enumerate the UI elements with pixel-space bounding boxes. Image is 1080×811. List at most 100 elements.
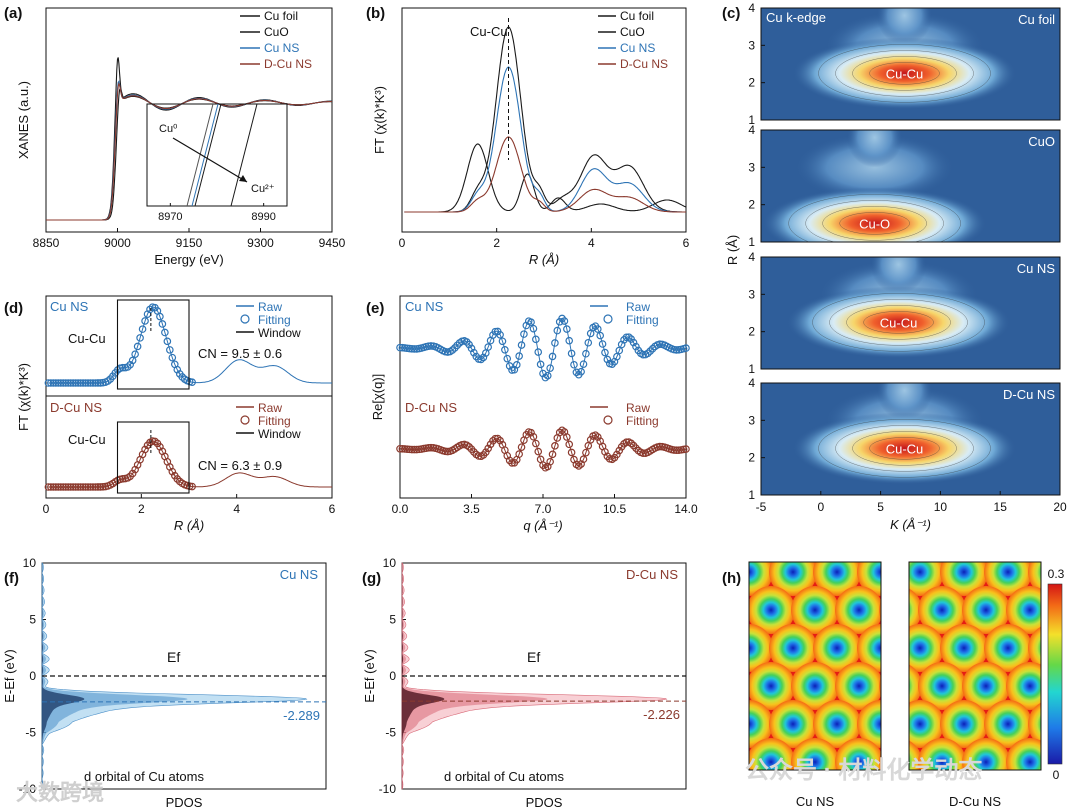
series-fitting-point [572,368,581,377]
series-fitting-point [484,444,492,453]
caption-f: d orbital of Cu atoms [84,769,204,784]
tick-label-c: 3 [748,287,755,301]
series-fitting-point [598,340,607,348]
series-fitting-point [49,379,58,387]
series-fitting-point [563,433,571,441]
series-fitting-point [89,379,97,387]
series-fitting-point [76,483,85,491]
series-fitting-point [577,367,585,376]
inset-frame-a [146,103,288,207]
charge-density-cell [749,738,795,770]
series-fitting-point [64,379,73,387]
series-fitting-point [613,450,621,459]
series-fitting-point [655,442,664,451]
tick-label-b: 0 [399,236,406,250]
charge-density-cell [769,562,817,596]
series-fitting-point [520,330,528,338]
series-fitting-point [682,445,690,453]
charge-density-cell [940,624,988,672]
tick-label-d: 4 [233,502,240,516]
tick-label-e: 14.0 [674,502,698,516]
tick-label-c: 2 [748,451,755,465]
series-fitting-point [548,450,557,459]
series-fitting-point [52,483,60,491]
tick-label-b: 6 [683,236,690,250]
series-fitting-point [94,483,102,491]
x-axis-label-e: q (Å⁻¹) [523,518,562,533]
series-fitting-point [560,317,569,325]
charge-density-cell [791,586,839,634]
series-fitting-point [412,445,421,454]
series-fitting-point [546,364,554,372]
sample-label-e: Cu NS [405,299,444,314]
series-fitting-point [424,342,433,350]
charge-density-cell [835,510,883,558]
series-fitting-point [61,379,70,387]
plot-frame-d [45,295,333,499]
charge-density-cell [791,510,839,558]
series-fitting-point [491,434,500,443]
plot-frame-c [760,129,1061,243]
series-fitting-point [56,379,65,387]
panel-label-d: (d) [4,300,23,317]
plot-frame-c [760,382,1061,496]
charge-density-cell [681,776,729,811]
series-fitting-point [141,445,149,454]
y-axis-label-f: E-Ef (eV) [2,649,17,702]
colorbar-min-label: 0 [1053,768,1060,782]
wavelet-contour [805,200,944,242]
series-fitting-point [173,365,182,374]
series-fitting-point [86,379,95,387]
series-fitting-point [76,379,85,387]
series-fitting-point [408,345,416,353]
panel-label-a: (a) [4,5,22,22]
wavelet-map [761,8,1060,120]
tick-label-f: 0 [29,669,36,683]
x-axis-label-b: R (Å) [529,252,559,267]
series-fitting-point [548,352,557,361]
wavelet-peak [792,412,1017,485]
series-fitting-point [427,342,435,350]
charge-density-cell [749,676,751,696]
sample-label-e: D-Cu NS [405,400,457,415]
series-fitting-point [517,443,526,451]
series-cuo [46,87,332,221]
series-fitting-point [467,344,476,353]
series-fitting-point [465,443,473,451]
series-fitting-point [555,428,564,437]
series-fitting-point [168,467,177,476]
wavelet-contour [846,305,951,340]
series-fitting-point [498,337,507,346]
wavelet-lobe [876,383,933,421]
charge-density-cell [749,586,795,634]
series-fitting-point [648,344,657,353]
series-fitting-point [551,442,559,450]
series-fitting-point [166,346,174,354]
series-fitting-point [470,348,478,357]
wavelet-map [761,257,1060,369]
wavelet-sample-label: Cu NS [1017,261,1056,276]
x-axis-label-c: K (Å⁻¹) [890,517,931,532]
charge-density-cell [962,738,1010,770]
plot-frame-c [760,7,1061,121]
tick-label-c: 4 [748,376,755,390]
series-fitting-point [71,483,80,491]
edge-label-c: Cu k-edge [766,10,826,25]
series-fitting-point [173,475,182,483]
inset-edge-line [191,103,219,207]
wavelet-sample-label: D-Cu NS [1003,387,1055,402]
tick-label-d: 2 [138,502,145,516]
charge-density-cell [1072,776,1080,811]
wavelet-contour [822,206,927,241]
charge-density-cell [813,624,861,672]
series-fitting-point [563,325,571,333]
tick-label-e: 3.5 [463,502,480,516]
inset-edge-line [186,103,214,207]
series-fitting-point [470,448,478,456]
series-fitting-point [118,475,127,483]
series-fitting-point [565,336,574,345]
charge-density-cell [1072,700,1080,748]
coordination-number-d: CN = 6.3 ± 0.9 [198,458,282,473]
charge-density-cell [749,600,751,620]
legend-label-d: Window [258,427,301,441]
